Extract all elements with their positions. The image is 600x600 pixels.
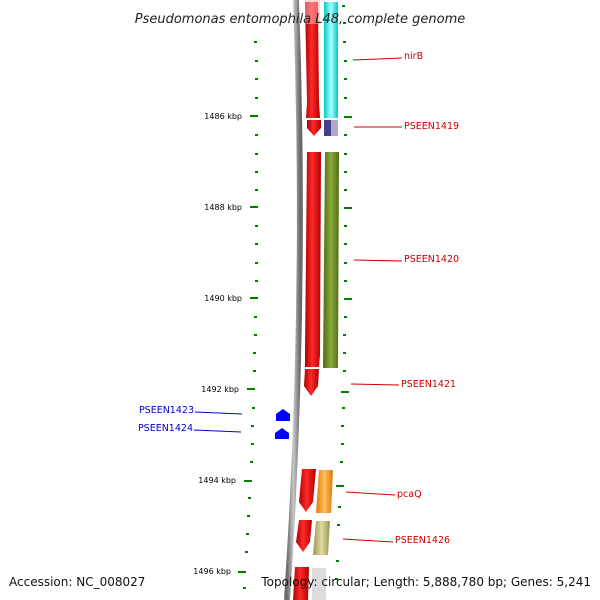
- gene-block-tail: [312, 568, 326, 600]
- title-highlight: [305, 0, 320, 24]
- accession-text: Accession: NC_008027: [9, 575, 145, 589]
- gene-arrow: [293, 567, 309, 600]
- tick-label: 1486 kbp: [204, 112, 242, 121]
- dotted-track-right: [335, 5, 347, 580]
- gene-arrow: [305, 2, 320, 118]
- blue-genes: [275, 409, 290, 439]
- gene-block-khaki: [313, 521, 330, 555]
- gene-arrow: [299, 469, 316, 512]
- major-ticks: [238, 115, 352, 573]
- gene-label: pcaQ: [397, 489, 422, 500]
- gene-arrow: [305, 152, 321, 367]
- genome-title: Pseudomonas entomophila L48, complete ge…: [135, 12, 466, 27]
- gene-label: PSEEN1423: [139, 405, 194, 416]
- tick-label: 1494 kbp: [198, 476, 236, 485]
- gene-label: PSEEN1421: [401, 379, 456, 390]
- gene-label: PSEEN1424: [138, 423, 193, 434]
- gene-block-cyan: [324, 2, 338, 118]
- gene-arrow: [304, 369, 319, 396]
- gene-label: nirB: [404, 51, 423, 62]
- tick-label: 1488 kbp: [204, 203, 242, 212]
- gene-labels-left: PSEEN1423 PSEEN1424: [138, 405, 243, 434]
- gene-arrow-blue: [276, 409, 290, 421]
- kbp-tick-labels: 1486 kbp 1488 kbp 1490 kbp 1492 kbp 1494…: [193, 112, 242, 576]
- gene-arrow: [307, 120, 321, 136]
- tick-label: 1490 kbp: [204, 294, 242, 303]
- gene-labels-right: nirB PSEEN1419 PSEEN1420 PSEEN1421 pcaQ …: [342, 51, 459, 546]
- cog-blocks: [312, 2, 339, 600]
- gene-block-gray: [331, 120, 338, 136]
- gene-label: PSEEN1420: [404, 254, 459, 265]
- genome-backbone: [284, 0, 303, 600]
- topology-text: Topology: circular; Length: 5,888,780 bp…: [260, 575, 591, 589]
- gene-arrow-blue: [275, 428, 289, 439]
- strand-genes: [293, 2, 321, 600]
- gene-block-olive: [323, 152, 339, 368]
- dotted-track-left: [243, 41, 258, 589]
- gene-label: PSEEN1419: [404, 121, 459, 132]
- gene-label: PSEEN1426: [395, 535, 450, 546]
- gene-block-orange: [316, 470, 333, 513]
- tick-label: 1492 kbp: [201, 385, 239, 394]
- tick-label: 1496 kbp: [193, 567, 231, 576]
- gene-arrow: [296, 520, 312, 552]
- gene-block-purple: [324, 120, 331, 136]
